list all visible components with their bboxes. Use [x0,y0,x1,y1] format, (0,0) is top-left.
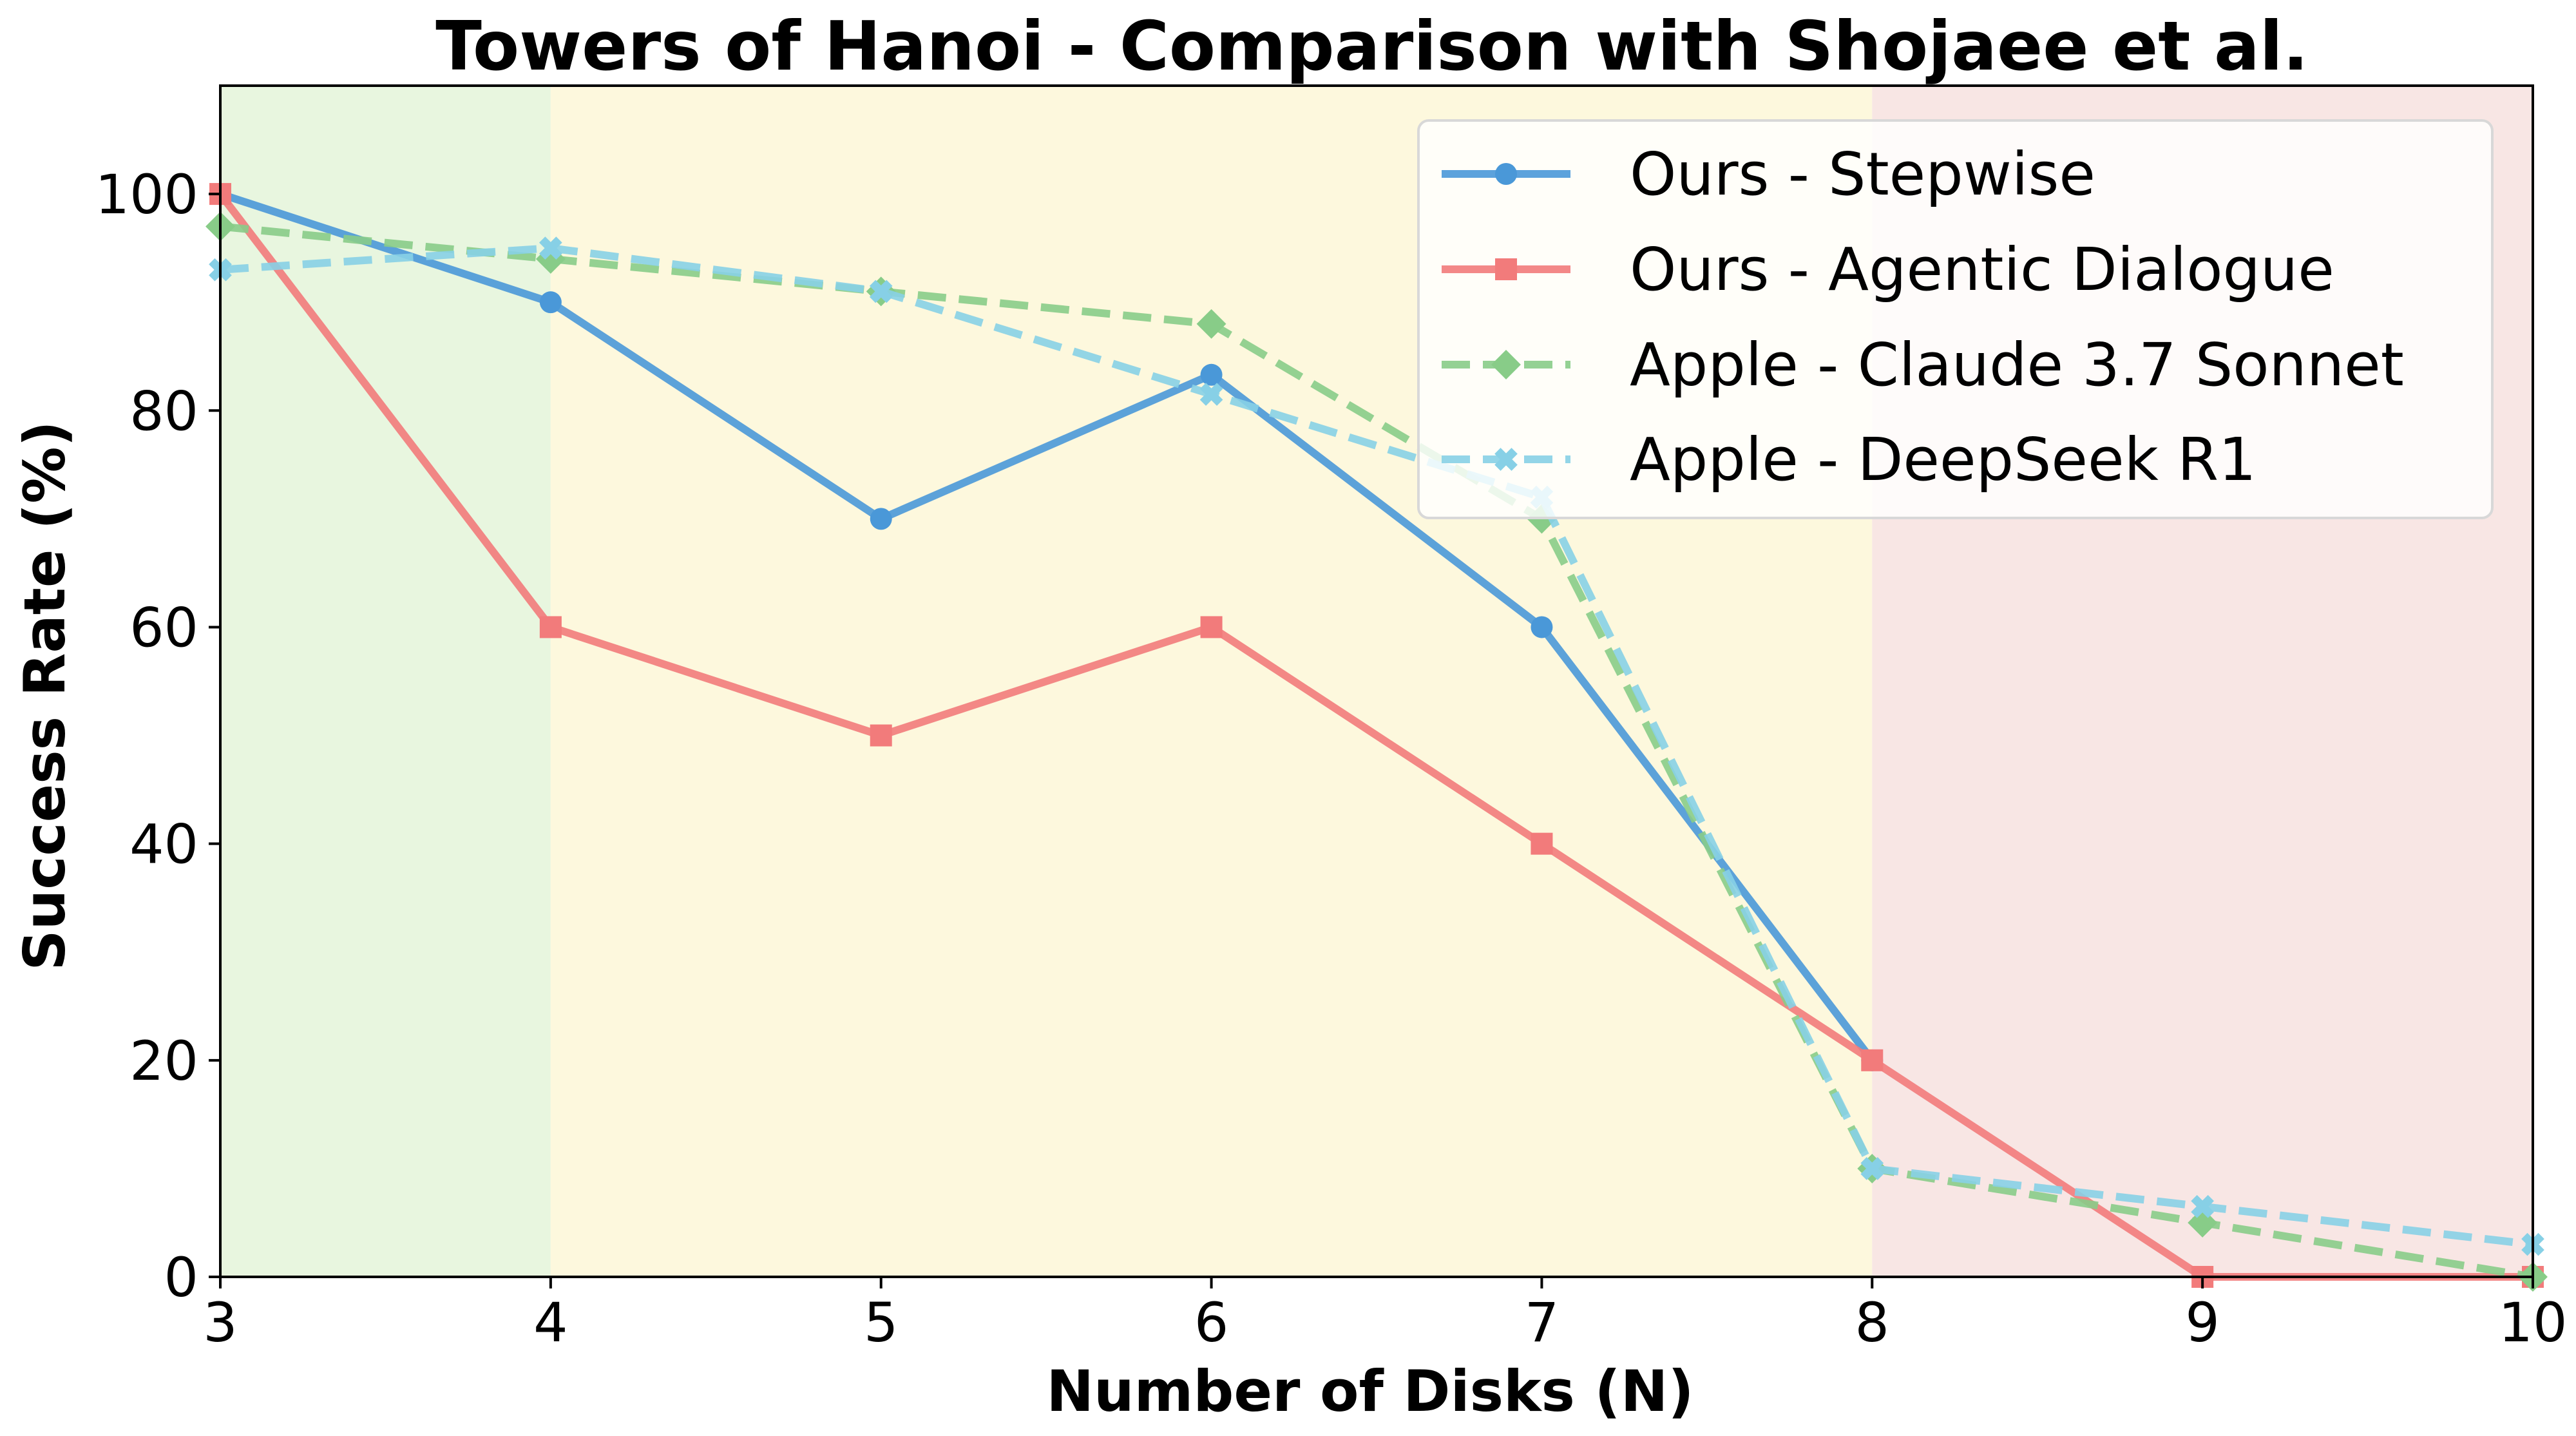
data-point [1199,383,1223,406]
x-tick-label: 5 [864,1291,898,1354]
legend-label: Apple - DeepSeek R1 [1630,425,2256,494]
data-point [1200,616,1223,638]
data-point [1200,363,1223,386]
data-point [1196,309,1226,339]
legend: Ours - Stepwise Ours - Agentic Dialogue Ap… [1417,119,2494,519]
y-tick-label: 60 [129,596,198,659]
x-tick-label: 8 [1855,1291,1889,1354]
legend-label: Ours - Stepwise [1630,140,2095,209]
x-tick-label: 10 [2499,1291,2568,1354]
y-tick-label: 80 [129,379,198,443]
y-tick-label: 40 [129,813,198,876]
legend-box [1417,119,2494,519]
data-point [870,508,892,530]
data-point [869,280,893,303]
legend-swatch-marker [1495,163,1517,185]
x-tick-label: 7 [1525,1291,1559,1354]
legend-swatch-marker [1491,350,1521,379]
x-tick-label: 3 [203,1291,237,1354]
x-tick-label: 9 [2185,1291,2219,1354]
series-line-1 [216,190,2537,1281]
data-point [539,616,562,638]
legend-entry: Ours - Stepwise [1442,140,2095,209]
legend-entry: Apple - DeepSeek R1 [1442,425,2256,494]
series-line-3 [220,244,2533,1249]
y-tick-label: 0 [164,1246,198,1309]
plot-frame [219,84,2534,1278]
x-tick-label: 4 [533,1291,568,1354]
legend-swatch-marker [1495,258,1517,280]
data-point [539,291,562,314]
legend-label: Ours - Agentic Dialogue [1630,235,2334,304]
legend-entry: Apple - Claude 3.7 Sonnet [1442,330,2404,399]
data-point [1531,616,1553,638]
data-point [1860,1157,1884,1180]
legend-swatch-marker [1494,448,1518,471]
data-point [2191,1194,2214,1218]
series-line-2 [220,222,2533,1281]
x-tick-label: 6 [1194,1291,1228,1354]
data-point [1531,832,1553,855]
series-line-0 [216,190,1876,1064]
data-point [539,236,562,260]
data-point [870,724,892,747]
legend-entry: Ours - Agentic Dialogue [1442,235,2334,304]
chart-title: Towers of Hanoi - Comparison with Shojae… [435,7,2308,86]
legend-label: Apple - Claude 3.7 Sonnet [1630,330,2404,399]
y-tick-label: 20 [129,1029,198,1093]
y-tick-label: 100 [95,163,198,226]
data-point [1861,1049,1884,1071]
x-axis-label: Number of Disks (N) [1046,1358,1693,1424]
y-axis-label: Success Rate (%) [12,421,78,971]
